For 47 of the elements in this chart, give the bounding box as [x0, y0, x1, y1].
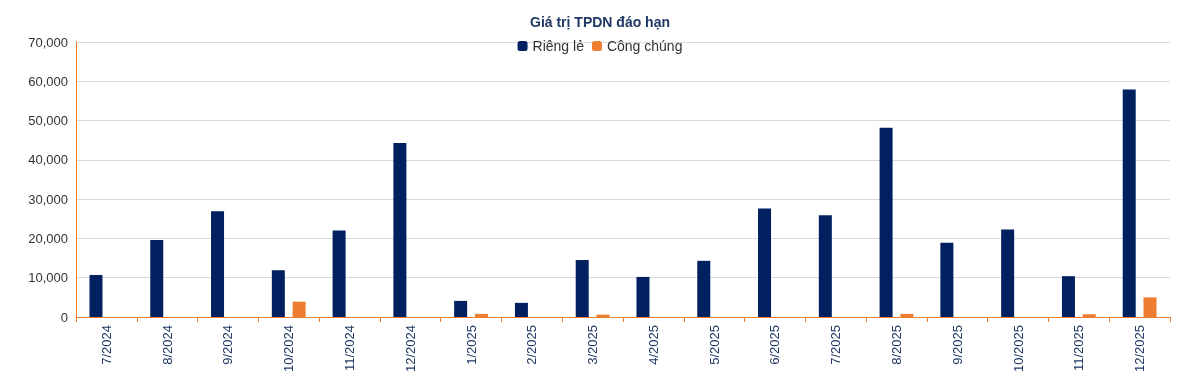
legend-label: Riêng lẻ — [532, 38, 585, 54]
x-tick-label: 12/2025 — [1132, 325, 1148, 372]
bar — [211, 211, 225, 317]
x-tick-label: 7/2024 — [98, 325, 114, 365]
x-tick-label: 11/2024 — [342, 325, 357, 372]
y-tick-label: 10,000 — [28, 270, 68, 286]
y-tick-label: 0 — [60, 309, 68, 325]
x-tick-label: 10/2024 — [281, 325, 297, 372]
y-tick-label: 60,000 — [28, 73, 68, 89]
bar — [940, 242, 954, 317]
bar — [1001, 229, 1015, 317]
bar — [818, 215, 832, 317]
x-tick-label: 12/2024 — [402, 325, 418, 372]
x-tick-label: 3/2025 — [585, 325, 601, 365]
bar — [575, 260, 589, 317]
bar — [879, 127, 893, 317]
x-tick-label: 9/2024 — [220, 325, 236, 365]
x-tick-label: 8/2024 — [159, 325, 175, 365]
legend-label: Công chúng — [606, 38, 683, 54]
bar — [1122, 89, 1136, 317]
x-tick-label: 5/2025 — [706, 325, 722, 365]
chart-title: Giá trị TPDN đáo hạn — [529, 14, 671, 30]
bar — [514, 302, 528, 317]
x-tick-label: 7/2025 — [828, 325, 844, 365]
bar — [454, 300, 468, 317]
bar — [636, 276, 650, 317]
y-tick-label: 30,000 — [28, 191, 68, 207]
bar — [150, 240, 164, 317]
x-tick-label: 10/2025 — [1010, 325, 1026, 372]
x-tick-label: 6/2025 — [767, 325, 783, 365]
y-tick-label: 40,000 — [28, 152, 68, 168]
bar — [1061, 276, 1075, 317]
bar — [89, 274, 103, 317]
y-tick-label: 50,000 — [28, 113, 68, 129]
bar — [758, 208, 772, 317]
bar — [271, 270, 285, 317]
y-tick-label: 20,000 — [28, 230, 68, 246]
x-tick-label: 4/2025 — [645, 325, 661, 365]
x-tick-label: 8/2025 — [889, 325, 904, 365]
x-tick-label: 1/2025 — [463, 325, 479, 365]
bar — [332, 230, 346, 317]
y-tick-label: 70,000 — [28, 34, 68, 50]
bar — [393, 142, 407, 317]
x-tick-label: 11/2025 — [1071, 325, 1087, 372]
bar — [697, 260, 711, 317]
x-tick-label: 2/2025 — [524, 325, 540, 365]
x-tick-label: 9/2025 — [949, 325, 965, 365]
